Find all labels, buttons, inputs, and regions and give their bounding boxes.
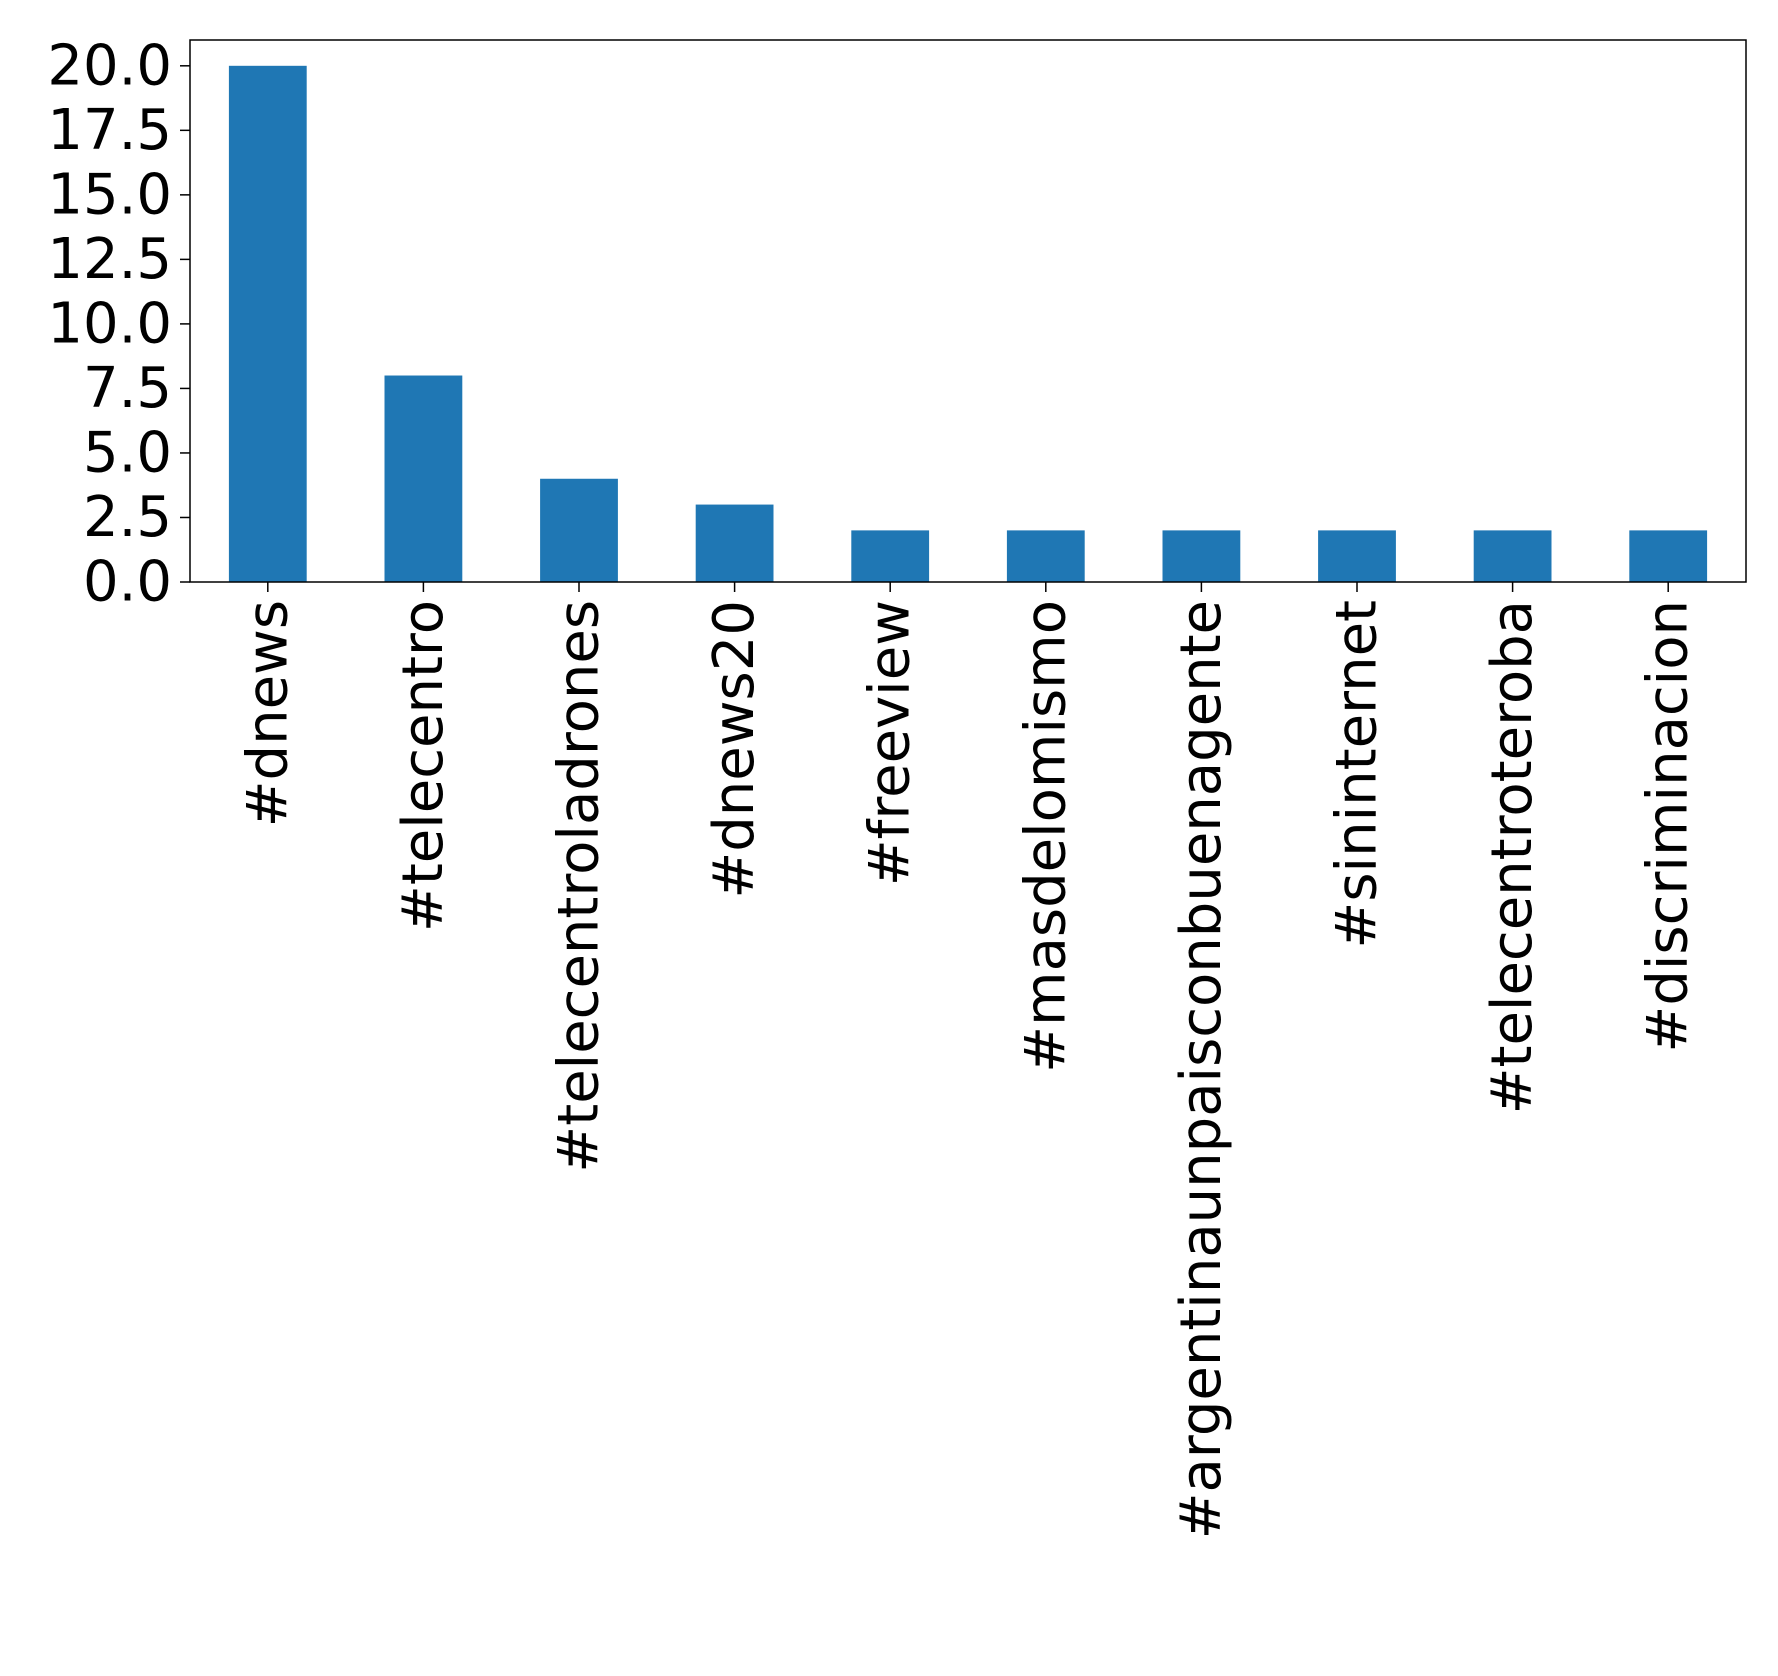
x-tick-label-discriminacion: #discriminacion <box>1636 600 1701 1053</box>
y-tick-label: 20.0 <box>47 33 172 98</box>
bar-discriminacion <box>1629 530 1708 582</box>
bar-telecentro <box>384 375 463 582</box>
x-tick-label-freeview: #freeview <box>858 600 923 886</box>
y-tick-label: 7.5 <box>83 356 172 421</box>
y-axis-ticks: 0.02.55.07.510.012.515.017.520.0 <box>47 33 190 615</box>
plot-frame <box>189 39 1747 583</box>
bar-dnews20 <box>695 504 774 582</box>
x-tick-label-telecentro: #telecentro <box>391 600 456 932</box>
x-axis-ticks: #dnews #telecentro #telecentroladrones #dne… <box>235 582 1701 1539</box>
y-tick-label: 15.0 <box>47 162 172 227</box>
y-tick-label: 2.5 <box>83 485 172 550</box>
bar-telecentroteroba <box>1473 530 1552 582</box>
y-tick-label: 17.5 <box>47 98 172 163</box>
bar-telecentroladrones <box>540 478 618 582</box>
bar-freeview <box>851 530 930 582</box>
y-tick-label: 0.0 <box>83 550 172 615</box>
y-tick-label: 10.0 <box>47 291 172 356</box>
bar-argentinaunpaisconbuenagente <box>1162 530 1241 582</box>
bar-masdelomismo <box>1006 530 1085 582</box>
y-tick-label: 12.5 <box>47 227 172 292</box>
x-tick-label-dnews20: #dnews20 <box>702 600 767 899</box>
bar-dnews <box>228 65 307 582</box>
x-tick-label-telecentroteroba: #telecentroteroba <box>1480 600 1545 1114</box>
x-tick-label-dnews: #dnews <box>235 600 300 827</box>
x-tick-label-argentinaunpaisconbuenagente: #argentinaunpaisconbuenagente <box>1169 600 1234 1539</box>
bar-sininternet <box>1318 530 1396 582</box>
x-tick-label-masdelomismo: #masdelomismo <box>1013 600 1078 1073</box>
bars-group <box>228 65 1708 582</box>
y-tick-label: 5.0 <box>83 420 172 485</box>
x-tick-label-sininternet: #sininternet <box>1325 600 1390 949</box>
x-tick-label-telecentroladrones: #telecentroladrones <box>547 600 612 1173</box>
